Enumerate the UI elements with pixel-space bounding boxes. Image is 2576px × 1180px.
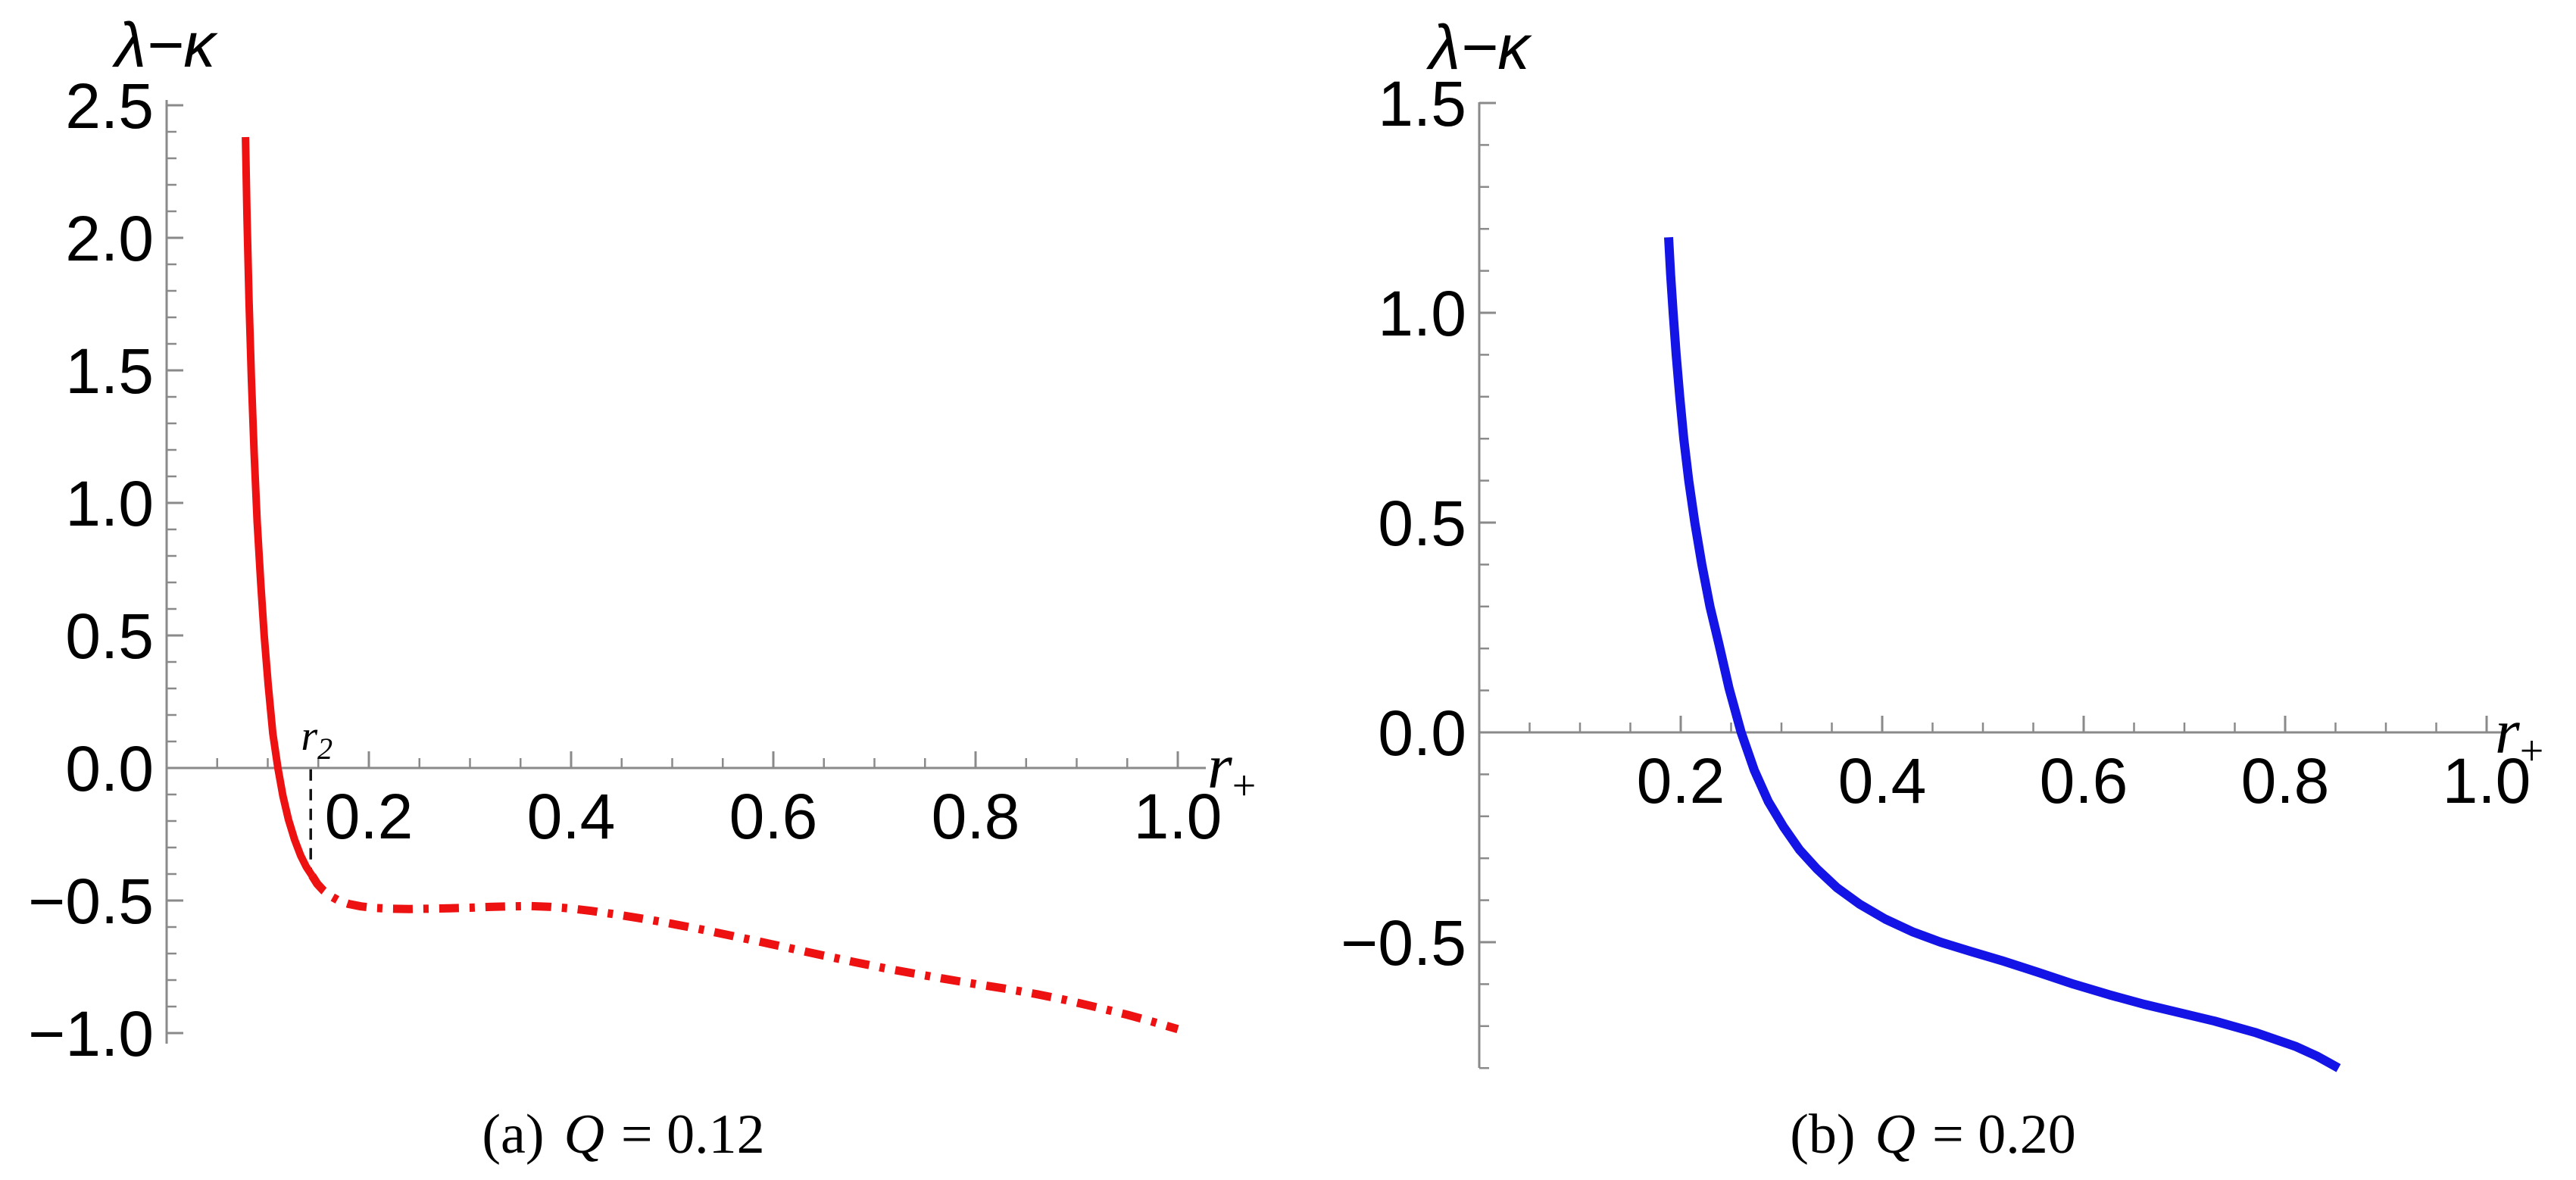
curve-lambda-minus-kappa <box>1664 236 2341 1072</box>
panel-a-y-axis-title: λ−κ <box>112 9 218 80</box>
panel-a-x-axis-title-base: r <box>1207 732 1232 802</box>
y-tick-label: 0.5 <box>65 601 154 672</box>
panel-b-x-axis-title-subscript: + <box>2520 728 2544 775</box>
x-tick-label: 0.6 <box>729 781 818 852</box>
y-tick-label: −0.5 <box>1341 907 1466 979</box>
y-tick-label: 0.0 <box>1378 698 1466 769</box>
y-tick-label: 1.5 <box>1378 68 1466 139</box>
y-tick-label: 1.0 <box>65 468 154 539</box>
x-tick-label: 0.4 <box>1838 745 1927 816</box>
panel-b-plot: 0.2 0.4 0.6 0.8 1.0 1.5 1.0 0.5 0.0 −0.5 <box>1341 68 2531 1072</box>
y-tick-label: 2.5 <box>65 70 154 142</box>
panel-a-plot: 0.2 0.4 0.6 0.8 1.0 2.5 2.0 1.5 1.0 0.5 0.0 −0.5 −1.… <box>28 70 1222 1069</box>
panel-b-caption-value: = 0.20 <box>1932 1104 2076 1166</box>
x-tick-label: 0.8 <box>2241 745 2330 816</box>
x-tick-label: 0.2 <box>1637 745 1725 816</box>
r2-label-subscript: 2 <box>317 732 333 766</box>
panel-b-x-axis-title: r+ <box>2495 697 2543 775</box>
panel-a-caption-index: (a) <box>482 1104 544 1166</box>
y-tick-label: 1.5 <box>65 336 154 407</box>
x-tick-label: 1.0 <box>1134 781 1222 852</box>
panel-b-x-axis-title-base: r <box>2495 697 2520 767</box>
y-tick-label: 1.0 <box>1378 278 1466 349</box>
y-tick-label: −0.5 <box>28 866 154 937</box>
panel-a-caption: (a) Q = 0.12 <box>482 1104 764 1166</box>
r2-label: r2 <box>301 713 333 766</box>
y-tick-label: 0.0 <box>65 733 154 804</box>
x-tick-label: 0.8 <box>932 781 1020 852</box>
x-tick-label: 0.2 <box>325 781 414 852</box>
panel-b-caption-index: (b) <box>1790 1104 1855 1166</box>
panel-a-caption-variable: Q <box>564 1104 604 1166</box>
panel-b-caption-variable: Q <box>1875 1104 1916 1166</box>
curve-lambda-minus-kappa-dashdot-branch <box>308 873 1179 1034</box>
x-tick-label: 1.0 <box>2443 745 2531 816</box>
x-tick-label: 0.4 <box>527 781 616 852</box>
panel-b-y-axis-title: λ−κ <box>1426 11 1532 83</box>
panel-b-caption: (b) Q = 0.20 <box>1790 1104 2075 1166</box>
panel-a-caption-value: = 0.12 <box>621 1104 765 1166</box>
curve-lambda-minus-kappa-solid-branch <box>242 136 316 878</box>
y-tick-label: 2.0 <box>65 203 154 274</box>
y-tick-label: 0.5 <box>1378 488 1466 559</box>
panel-a-x-axis-title-subscript: + <box>1232 763 1257 810</box>
x-tick-label: 0.6 <box>2040 745 2128 816</box>
y-tick-label: −1.0 <box>28 998 154 1069</box>
panel-a-x-axis-title: r+ <box>1207 732 1256 810</box>
r2-label-base: r <box>301 713 317 760</box>
